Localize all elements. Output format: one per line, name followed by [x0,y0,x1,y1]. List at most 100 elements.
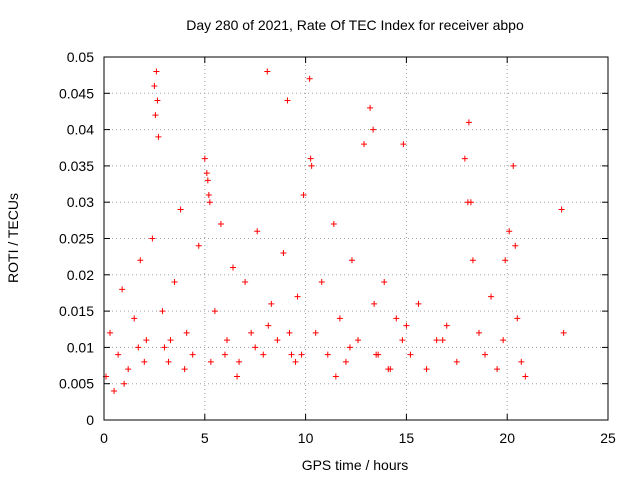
axis-ticks: 0 0.005 0.01 0.015 0.02 0.025 0.03 0.035 0.04 0.0… [59,49,616,446]
data-point [324,351,331,358]
data-point [336,315,343,322]
data-point [230,264,237,271]
data-point [264,68,271,75]
data-point [121,380,128,387]
data-point [393,315,400,322]
data-point [518,358,525,365]
data-point [151,83,158,90]
data-point [475,329,482,336]
data-point [381,279,388,286]
data-point [125,366,132,373]
data-point [201,155,208,162]
y-tick-label: 0.015 [59,303,94,319]
data-point [407,351,414,358]
data-point [467,199,474,206]
data-point [189,351,196,358]
data-point [205,191,212,198]
data-point [115,351,122,358]
x-tick-label: 25 [600,430,616,446]
data-point [433,337,440,344]
data-point [155,133,162,140]
data-point [217,220,224,227]
data-point [284,97,291,104]
data-point [207,358,214,365]
data-point [512,242,519,249]
y-tick-label: 0.02 [67,267,94,283]
data-point [248,329,255,336]
data-point [453,358,460,365]
data-point [342,358,349,365]
data-point [308,162,315,169]
data-point [204,177,211,184]
data-point [294,293,301,300]
y-tick-label: 0.03 [67,194,94,210]
data-point [154,97,161,104]
chart-title: Day 280 of 2021, Rate Of TEC Index for r… [186,17,524,33]
data-point [318,279,325,286]
x-tick-label: 20 [499,430,515,446]
data-point [370,126,377,133]
data-point [274,337,281,344]
data-point [482,351,489,358]
data-point [280,250,287,257]
data-point [152,112,159,119]
y-tick-label: 0.025 [59,231,94,247]
data-point [415,300,422,307]
data-point [292,358,299,365]
data-point [135,344,142,351]
y-axis-title: ROTI / TECUs [5,193,21,283]
data-point [265,322,272,329]
data-point [171,279,178,286]
data-point [400,141,407,148]
data-point [522,373,529,380]
data-point [307,155,314,162]
data-point [514,315,521,322]
data-point [348,257,355,264]
y-tick-label: 0.035 [59,158,94,174]
x-tick-label: 15 [399,430,415,446]
data-point [510,162,517,169]
data-point [131,315,138,322]
data-point [312,329,319,336]
data-point [300,191,307,198]
x-axis-title: GPS time / hours [302,457,409,473]
data-point [221,351,228,358]
data-point [286,329,293,336]
data-point [268,300,275,307]
data-point [159,308,166,315]
x-tick-label: 0 [100,430,108,446]
data-point [502,257,509,264]
data-point [149,235,156,242]
data-point [403,322,410,329]
data-points [103,68,567,394]
x-tick-label: 10 [298,430,314,446]
data-point [355,337,362,344]
data-point [242,279,249,286]
data-point [236,358,243,365]
data-point [254,228,261,235]
data-point [288,351,295,358]
data-point [306,75,313,82]
data-point [330,220,337,227]
y-tick-label: 0.045 [59,85,94,101]
data-point [560,329,567,336]
data-point [153,68,160,75]
data-point [183,329,190,336]
data-point [361,141,368,148]
data-point [181,366,188,373]
data-point [346,344,353,351]
data-point [500,337,507,344]
data-point [143,337,150,344]
data-point [111,387,118,394]
data-point [107,329,114,336]
data-point [167,337,174,344]
data-point [399,337,406,344]
data-point [385,366,392,373]
data-point [119,286,126,293]
data-point [137,257,144,264]
data-point [223,337,230,344]
data-point [494,366,501,373]
data-point [206,199,213,206]
data-point [161,344,168,351]
data-point [252,344,259,351]
